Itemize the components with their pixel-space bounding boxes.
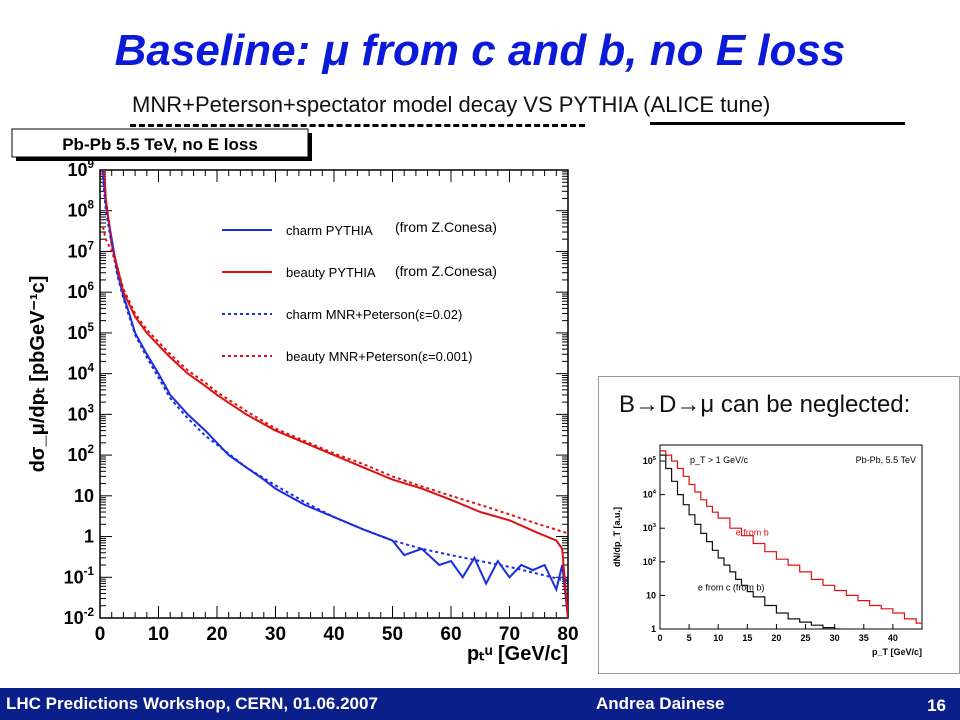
title-box bbox=[11, 128, 309, 158]
footer-bar: LHC Predictions Workshop, CERN, 01.06.20… bbox=[0, 688, 960, 720]
inset-x-tick-label: 40 bbox=[888, 633, 898, 643]
footer-event: LHC Predictions Workshop, CERN, 01.06.20… bbox=[6, 694, 378, 713]
x-tick-label: 80 bbox=[557, 624, 578, 645]
inset-y-tick-label: 1 bbox=[651, 624, 656, 634]
main-chart: Pb-Pb 5.5 TeV, no E loss 0 10 20 30 40 50 60 70 8… bbox=[11, 128, 579, 665]
inset-series-0 bbox=[660, 450, 922, 624]
inset-chart: 0 5 10 15 20 25 30 35 40 1 10 102 103 104 105 p_T [GeV/… bbox=[612, 444, 923, 657]
inset-caption: B→D→μ can be neglected: bbox=[619, 391, 911, 418]
inset-annotation: p_T > 1 GeV/c bbox=[690, 455, 749, 465]
inset-series-1 bbox=[660, 454, 841, 629]
legend-label-3: beauty MNR+Peterson(ε=0.001) bbox=[286, 349, 472, 364]
x-tick-label: 60 bbox=[440, 624, 461, 645]
y-axis-label: dσ_μ/dpₜ [pbGeV⁻¹c] bbox=[27, 276, 49, 473]
y-tick-label: 108 bbox=[67, 199, 94, 221]
series-line-3 bbox=[101, 226, 568, 535]
inset-x-tick-label: 35 bbox=[859, 633, 869, 643]
chart-title: Pb-Pb 5.5 TeV, no E loss bbox=[62, 135, 258, 154]
inset-y-axis-label: dN/dp_T [a.u.] bbox=[612, 507, 622, 567]
y-tick-label: 1 bbox=[84, 527, 94, 547]
legend-label-0: charm PYTHIA bbox=[286, 223, 373, 238]
footer-page-number: 16 bbox=[927, 696, 946, 715]
inset-x-tick-label: 15 bbox=[742, 633, 752, 643]
inset-x-tick-label: 10 bbox=[713, 633, 723, 643]
annotation-0: (from Z.Conesa) bbox=[395, 219, 497, 235]
y-tick-label: 103 bbox=[67, 402, 94, 424]
x-tick-label: 50 bbox=[382, 624, 403, 645]
inset-series-label-0: e from b bbox=[736, 528, 769, 538]
x-tick-label: 0 bbox=[95, 624, 106, 645]
series-line-2 bbox=[101, 176, 568, 583]
y-tick-label: 106 bbox=[67, 280, 94, 302]
series-line-1 bbox=[103, 170, 568, 618]
annotation-1: (from Z.Conesa) bbox=[395, 263, 497, 279]
y-tick-label: 104 bbox=[67, 362, 94, 384]
inset-x-tick-label: 30 bbox=[830, 633, 840, 643]
x-tick-label: 20 bbox=[206, 624, 227, 645]
y-tick-label: 109 bbox=[67, 158, 94, 180]
slide-title: Baseline: μ from c and b, no E loss bbox=[114, 26, 846, 75]
inset-series-label-1: e from c (from b) bbox=[698, 582, 765, 592]
inset-frame bbox=[659, 444, 923, 630]
x-tick-label: 30 bbox=[265, 624, 286, 645]
inset-y-tick-label: 10 bbox=[646, 590, 656, 600]
legend-label-1: beauty PYTHIA bbox=[286, 265, 376, 280]
x-tick-label: 10 bbox=[148, 624, 169, 645]
inset-title: Pb-Pb, 5.5 TeV bbox=[856, 455, 916, 465]
dashed-underline bbox=[130, 124, 585, 127]
slide-subtitle: MNR+Peterson+spectator model decay VS PY… bbox=[132, 92, 771, 117]
inset-x-tick-label: 5 bbox=[687, 633, 692, 643]
y-tick-label: 107 bbox=[67, 239, 94, 261]
x-tick-label: 40 bbox=[323, 624, 344, 645]
inset-x-axis-label: p_T [GeV/c] bbox=[872, 647, 922, 657]
inset-x-tick-label: 20 bbox=[771, 633, 781, 643]
y-tick-label: 10 bbox=[74, 486, 94, 506]
y-tick-label: 102 bbox=[67, 443, 94, 465]
inset-x-tick-label: 25 bbox=[801, 633, 811, 643]
inset-y-tick-label: 102 bbox=[643, 557, 657, 567]
solid-underline bbox=[650, 122, 905, 125]
x-axis-label: pₜᵘ [GeV/c] bbox=[467, 643, 568, 665]
y-tick-label: 10-1 bbox=[64, 565, 95, 587]
legend-label-2: charm MNR+Peterson(ε=0.02) bbox=[286, 307, 462, 322]
x-tick-label: 70 bbox=[499, 624, 520, 645]
inset-y-tick-label: 105 bbox=[643, 456, 657, 466]
inset-y-tick-label: 103 bbox=[643, 523, 657, 533]
inset-panel: B→D→μ can be neglected: 0 5 10 15 20 25 30 35 40… bbox=[598, 376, 960, 674]
footer-author: Andrea Dainese bbox=[596, 694, 725, 713]
inset-x-tick-label: 0 bbox=[657, 633, 662, 643]
inset-y-tick-label: 104 bbox=[643, 490, 657, 500]
y-tick-label: 10-2 bbox=[64, 606, 95, 628]
y-tick-label: 105 bbox=[67, 321, 94, 343]
